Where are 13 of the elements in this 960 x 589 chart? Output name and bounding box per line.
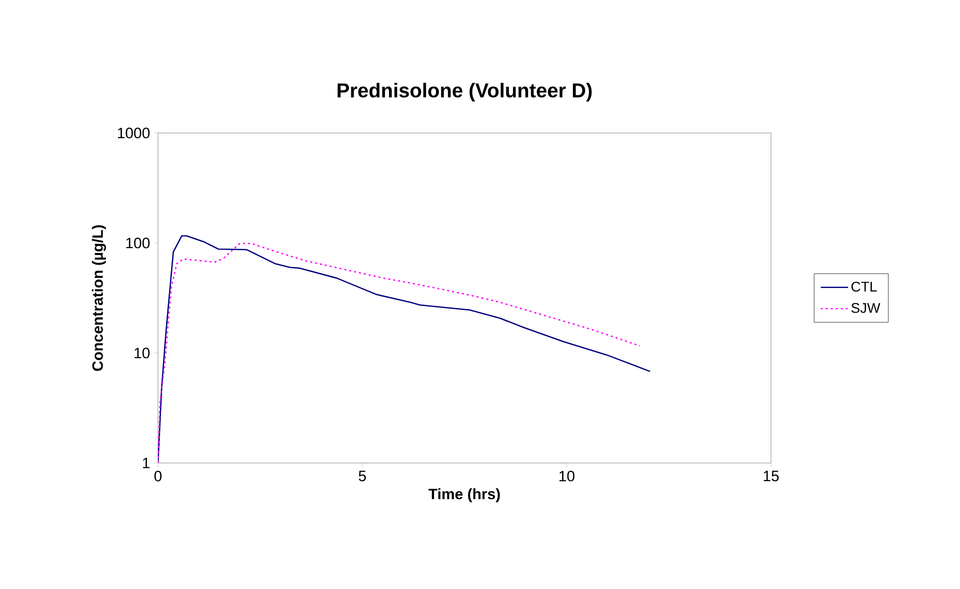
x-tick-label: 10 (559, 470, 574, 482)
x-tick-label: 5 (358, 470, 366, 482)
legend-label: CTL (851, 282, 877, 292)
x-tick-label: 0 (154, 470, 162, 482)
y-tick-label: 1 (143, 458, 150, 468)
chart-title: Prednisolone (Volunteer D) (338, 82, 592, 102)
legend-label: SJW (851, 302, 880, 313)
x-axis-title: Time (hrs) (428, 488, 500, 502)
y-tick-label: 10 (134, 348, 150, 358)
x-tick-label: 15 (764, 470, 779, 482)
y-tick-label: 1000 (118, 128, 150, 138)
y-axis-title: Concentration (µg/L) (92, 225, 106, 371)
y-tick-label: 100 (126, 238, 150, 248)
